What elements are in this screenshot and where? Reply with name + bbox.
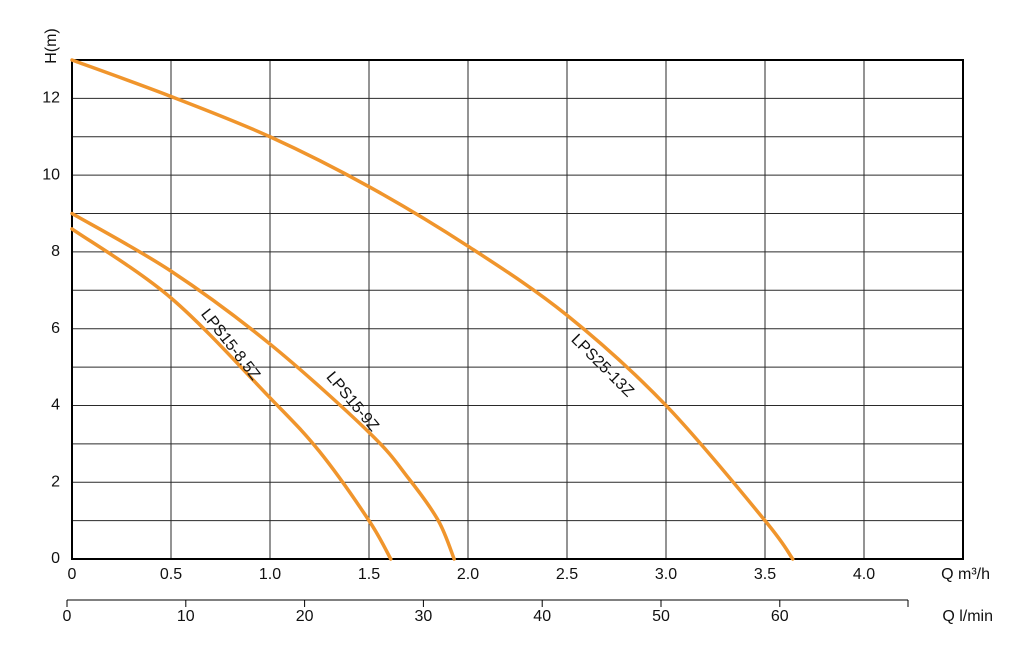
x-tick-label: 2.5 bbox=[556, 566, 578, 583]
x-tick-label: 3.5 bbox=[754, 566, 776, 583]
x-tick-label: 0.5 bbox=[160, 566, 182, 583]
x2-tick-label: 60 bbox=[771, 608, 789, 625]
curve bbox=[70, 58, 795, 561]
y-tick-label: 6 bbox=[51, 320, 60, 337]
x-axis-label: Q m³/h bbox=[941, 566, 990, 583]
curve bbox=[70, 211, 456, 561]
x2-tick-label: 40 bbox=[533, 608, 551, 625]
curve bbox=[70, 227, 393, 561]
y-axis-label: H(m) bbox=[43, 28, 60, 64]
x-tick-label: 4.0 bbox=[853, 566, 875, 583]
x2-tick-label: 20 bbox=[296, 608, 314, 625]
x-tick-label: 1.5 bbox=[358, 566, 380, 583]
y-tick-label: 2 bbox=[51, 473, 60, 490]
curve-label: LPS15-9Z bbox=[323, 369, 382, 435]
x-tick-label: 2.0 bbox=[457, 566, 479, 583]
x-tick-label: 0 bbox=[68, 566, 77, 583]
x2-axis-label: Q l/min bbox=[942, 608, 993, 625]
x2-tick-label: 50 bbox=[652, 608, 670, 625]
y-tick-label: 12 bbox=[42, 90, 60, 107]
x2-tick-label: 30 bbox=[415, 608, 433, 625]
x-tick-label: 1.0 bbox=[259, 566, 281, 583]
y-tick-label: 10 bbox=[42, 166, 60, 183]
plot-border bbox=[71, 59, 964, 560]
x2-tick-label: 0 bbox=[63, 608, 72, 625]
y-tick-label: 4 bbox=[51, 397, 60, 414]
y-tick-label: 8 bbox=[51, 243, 60, 260]
x2-tick-label: 10 bbox=[177, 608, 195, 625]
curve-label: LPS15-8.5Z bbox=[197, 306, 263, 384]
y-tick-label: 0 bbox=[51, 550, 60, 567]
x-tick-label: 3.0 bbox=[655, 566, 677, 583]
